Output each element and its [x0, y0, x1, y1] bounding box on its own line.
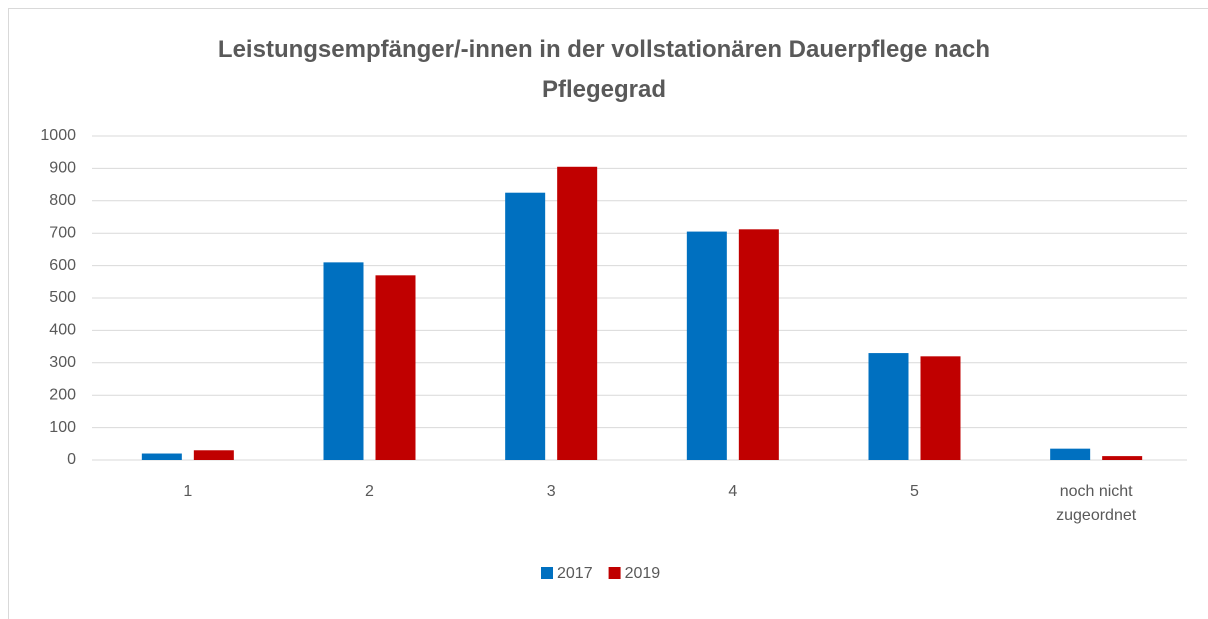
y-tick-label: 800	[49, 192, 76, 209]
bar	[920, 356, 961, 460]
x-tick-label: 4	[728, 483, 738, 500]
y-tick-label: 1000	[40, 127, 76, 144]
x-tick-label: 5	[910, 483, 919, 500]
y-tick-label: 0	[67, 451, 76, 468]
y-tick-label: 100	[49, 419, 76, 436]
x-tick-label: 1	[183, 483, 193, 500]
chart-border	[8, 8, 1208, 619]
x-tick-label: noch nicht zugeordnet	[1056, 483, 1137, 524]
bar	[375, 275, 416, 460]
legend-swatch	[608, 567, 621, 579]
bar	[193, 450, 234, 460]
y-tick-label: 300	[49, 354, 76, 371]
bar	[323, 262, 364, 460]
y-tick-label: 900	[49, 160, 76, 177]
bar	[141, 453, 182, 460]
y-tick-label: 600	[49, 257, 76, 274]
bar	[1102, 456, 1143, 460]
bar	[868, 353, 909, 460]
chart-title: Leistungsempfänger/-innen in der vollsta…	[217, 36, 991, 103]
bar	[686, 231, 727, 460]
y-tick-label: 500	[49, 289, 76, 306]
legend-label: 2017	[557, 565, 593, 582]
legend-swatch	[541, 567, 553, 579]
bar	[505, 192, 546, 460]
y-tick-label: 400	[49, 322, 76, 339]
x-tick-label: 3	[546, 483, 556, 500]
y-tick-label: 200	[49, 386, 76, 403]
y-tick-label: 700	[49, 224, 76, 241]
bar	[738, 229, 779, 460]
bar	[557, 166, 598, 460]
bar	[1050, 448, 1091, 460]
x-tick-label: 2	[365, 483, 374, 500]
legend-label: 2019	[625, 565, 661, 582]
